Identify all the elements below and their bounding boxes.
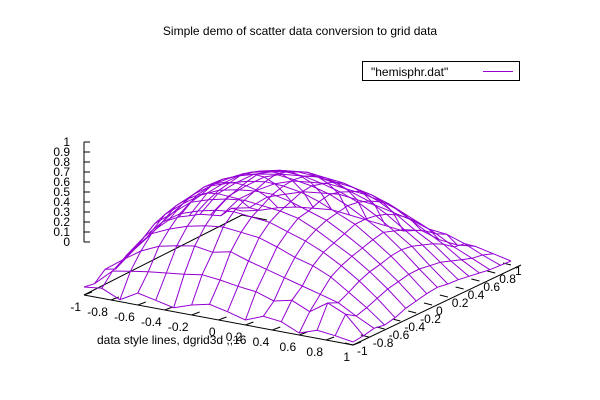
surface-col-line xyxy=(101,192,261,289)
z-tick-label: 0.1 xyxy=(53,225,70,239)
y-tick-label: -0.8 xyxy=(373,336,394,350)
surface-row-line xyxy=(178,171,449,285)
x-tick-mark xyxy=(325,336,335,341)
x-tick-mark xyxy=(137,301,146,306)
x-tick-label: 0.6 xyxy=(280,340,297,354)
x-tick-mark xyxy=(245,321,254,326)
y-tick-mark xyxy=(439,294,448,298)
surface-row-line xyxy=(157,180,428,295)
surface-row-line xyxy=(125,209,396,319)
surface-col-line xyxy=(173,169,333,308)
surface-col-line xyxy=(137,173,297,294)
surface-col-line xyxy=(119,181,279,300)
y-tick-mark xyxy=(487,270,496,274)
y-tick-mark xyxy=(471,278,480,282)
surface-row-line xyxy=(167,173,438,288)
surface-col-line xyxy=(209,175,368,305)
y-axis-line xyxy=(352,264,522,346)
legend: "hemisphr.dat" xyxy=(362,61,520,81)
z-tick-label: 0 xyxy=(63,235,70,249)
y-tick-label: -0.2 xyxy=(420,312,441,326)
surface-col-line xyxy=(334,253,494,336)
legend-line-sample xyxy=(483,71,513,72)
x-tick-label: -0.4 xyxy=(141,315,162,329)
y-tick-label: 0.2 xyxy=(452,296,469,310)
surface-col-line xyxy=(83,207,243,288)
surface-col-line xyxy=(155,170,315,301)
z-tick-label: 0.3 xyxy=(53,205,70,219)
chart-title: Simple demo of scatter data conversion t… xyxy=(162,24,438,38)
y-tick-label: 0 xyxy=(436,304,443,318)
z-tick-label: 0.6 xyxy=(53,175,70,189)
x-tick-mark xyxy=(164,306,173,311)
x-tick-mark xyxy=(352,341,362,346)
surface-row-line xyxy=(146,189,417,302)
x-tick-label: 0.4 xyxy=(253,335,270,349)
x-tick-mark xyxy=(218,316,227,321)
surface-row-line xyxy=(241,206,512,262)
x-axis-label: data style lines, dgrid3d ,,16 xyxy=(97,333,247,347)
z-tick-label: 0.2 xyxy=(53,215,70,229)
x-tick-label: -0.8 xyxy=(87,305,108,319)
x-tick-label: -0.2 xyxy=(168,320,189,334)
x-tick-mark xyxy=(191,311,200,316)
y-tick-label: 0.6 xyxy=(483,280,500,294)
x-tick-label: -0.6 xyxy=(114,310,135,324)
y-tick-label: -0.4 xyxy=(404,320,425,334)
z-tick-label: 0.8 xyxy=(53,155,70,169)
x-tick-label: 0.8 xyxy=(306,345,323,359)
z-tick-label: 0.9 xyxy=(53,145,70,159)
surface-mesh xyxy=(83,169,512,343)
surface-row-line xyxy=(104,245,375,329)
y-tick-mark xyxy=(423,302,433,306)
surface-col-line xyxy=(316,243,476,331)
y-tick-label: -1 xyxy=(357,344,368,358)
y-tick-label: -0.6 xyxy=(389,328,410,342)
surface-row-line xyxy=(115,225,385,326)
y-tick-mark xyxy=(360,334,369,338)
y-tick-label: 0.4 xyxy=(468,288,485,302)
x-tick-label: -1 xyxy=(70,300,81,314)
surface-col-line xyxy=(280,213,440,322)
surface-col-line xyxy=(191,171,351,306)
surface-row-line xyxy=(231,191,501,266)
x-tick-mark xyxy=(272,326,281,331)
x-tick-mark xyxy=(110,296,120,301)
surface-row-line xyxy=(199,170,470,277)
y-tick-mark xyxy=(344,342,354,346)
x-tick-label: 0.2 xyxy=(226,330,243,344)
y-tick-label: 1 xyxy=(515,264,522,278)
surface-col-line xyxy=(298,229,458,334)
surface-col-line xyxy=(352,260,512,343)
y-tick-mark xyxy=(392,318,401,322)
legend-label: "hemisphr.dat" xyxy=(371,65,449,79)
z-tick-label: 0.7 xyxy=(53,165,70,179)
surface-row-line xyxy=(94,270,364,337)
y-tick-mark xyxy=(408,310,417,314)
surface-col-line xyxy=(244,190,404,321)
z-tick-label: 0.5 xyxy=(53,185,70,199)
z-tick-label: 0.4 xyxy=(53,195,70,209)
surface-row-line xyxy=(83,286,354,343)
z-tick-label: 1 xyxy=(63,135,70,149)
y-tick-label: 0.8 xyxy=(499,272,516,286)
tick-labels: -1 -0.8 -0.6 -0.4 -0.2 0 0.2 0.4 0.6 0.8 1 -1-0.8-0… xyxy=(53,135,522,364)
y-tick-mark xyxy=(455,286,464,290)
x-tick-mark xyxy=(83,291,93,296)
x-tick-label: 1 xyxy=(343,350,350,364)
surface-col-line xyxy=(262,200,422,317)
x-tick-label: 0 xyxy=(209,325,216,339)
base-back-edge xyxy=(83,214,243,296)
